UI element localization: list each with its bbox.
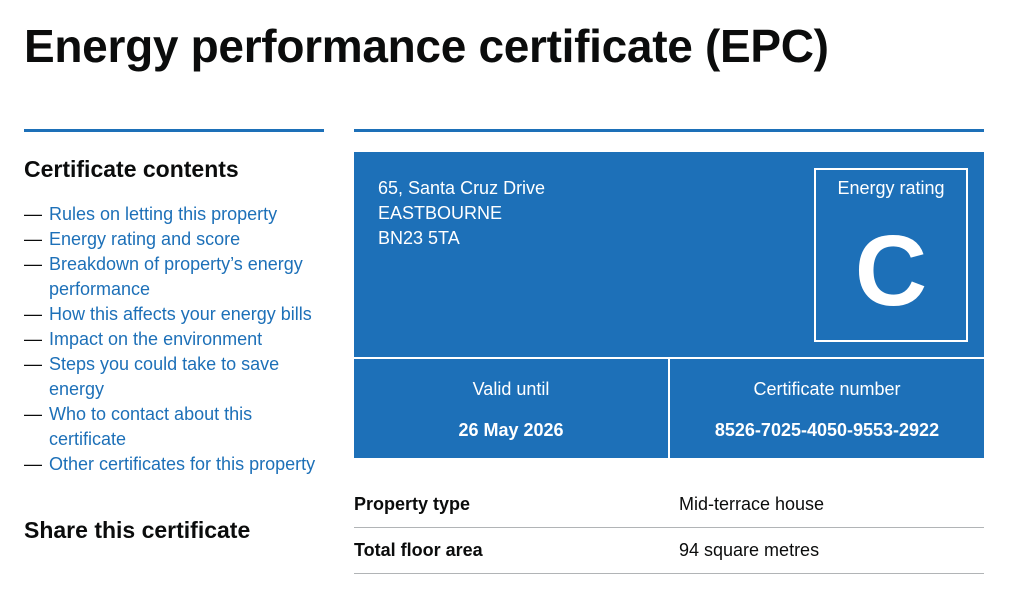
certificate-number-value: 8526-7025-4050-9553-2922 — [670, 418, 984, 443]
summary-row-floor-area: Total floor area 94 square metres — [354, 528, 984, 574]
sidebar: Certificate contents — Rules on letting … — [24, 129, 324, 563]
contents-item-energy-rating: — Energy rating and score — [24, 227, 324, 252]
link-environment[interactable]: Impact on the environment — [49, 329, 262, 349]
summary-value: Mid-terrace house — [679, 494, 984, 515]
summary-row-property-type: Property type Mid-terrace house — [354, 482, 984, 528]
contents-item-breakdown: — Breakdown of property’s energy perform… — [24, 252, 324, 302]
share-heading: Share this certificate — [24, 515, 324, 545]
dash-marker: — — [24, 252, 42, 277]
address-line-2: EASTBOURNE — [378, 201, 545, 226]
energy-rating-label: Energy rating — [816, 176, 966, 201]
contents-item-steps: — Steps you could take to save energy — [24, 352, 324, 402]
epc-top-section: 65, Santa Cruz Drive EASTBOURNE BN23 5TA… — [354, 152, 984, 357]
address-line-1: 65, Santa Cruz Drive — [378, 176, 545, 201]
dash-marker: — — [24, 327, 42, 352]
valid-until-label: Valid until — [354, 377, 668, 402]
contents-item-environment: — Impact on the environment — [24, 327, 324, 352]
dash-marker: — — [24, 227, 42, 252]
epc-summary-box: 65, Santa Cruz Drive EASTBOURNE BN23 5TA… — [354, 152, 984, 458]
dash-marker: — — [24, 302, 42, 327]
dash-marker: — — [24, 402, 42, 427]
contents-list: — Rules on letting this property — Energ… — [24, 202, 324, 477]
page-title: Energy performance certificate (EPC) — [24, 16, 829, 76]
link-breakdown[interactable]: Breakdown of property’s energy performan… — [49, 254, 303, 299]
link-contact[interactable]: Who to contact about this certificate — [49, 404, 252, 449]
dash-marker: — — [24, 452, 42, 477]
energy-rating-box: Energy rating C — [814, 168, 968, 342]
link-energy-bills[interactable]: How this affects your energy bills — [49, 304, 312, 324]
summary-key: Property type — [354, 494, 679, 515]
certificate-number-cell: Certificate number 8526-7025-4050-9553-2… — [668, 359, 984, 458]
property-address: 65, Santa Cruz Drive EASTBOURNE BN23 5TA — [378, 176, 545, 251]
link-energy-rating[interactable]: Energy rating and score — [49, 229, 240, 249]
link-rules-on-letting[interactable]: Rules on letting this property — [49, 204, 277, 224]
contents-item-other-certificates: — Other certificates for this property — [24, 452, 324, 477]
summary-value: 94 square metres — [679, 540, 984, 561]
address-line-3: BN23 5TA — [378, 226, 545, 251]
valid-until-value: 26 May 2026 — [354, 418, 668, 443]
link-other-certificates[interactable]: Other certificates for this property — [49, 454, 315, 474]
certificate-number-label: Certificate number — [670, 377, 984, 402]
energy-rating-letter: C — [816, 221, 966, 321]
contents-heading: Certificate contents — [24, 154, 324, 184]
contents-item-energy-bills: — How this affects your energy bills — [24, 302, 324, 327]
summary-key: Total floor area — [354, 540, 679, 561]
valid-until-cell: Valid until 26 May 2026 — [354, 359, 668, 458]
epc-bottom-section: Valid until 26 May 2026 Certificate numb… — [354, 357, 984, 458]
property-summary-list: Property type Mid-terrace house Total fl… — [354, 482, 984, 574]
dash-marker: — — [24, 352, 42, 377]
main-content: 65, Santa Cruz Drive EASTBOURNE BN23 5TA… — [354, 129, 984, 574]
contents-item-rules-on-letting: — Rules on letting this property — [24, 202, 324, 227]
dash-marker: — — [24, 202, 42, 227]
link-steps[interactable]: Steps you could take to save energy — [49, 354, 279, 399]
contents-item-contact: — Who to contact about this certificate — [24, 402, 324, 452]
